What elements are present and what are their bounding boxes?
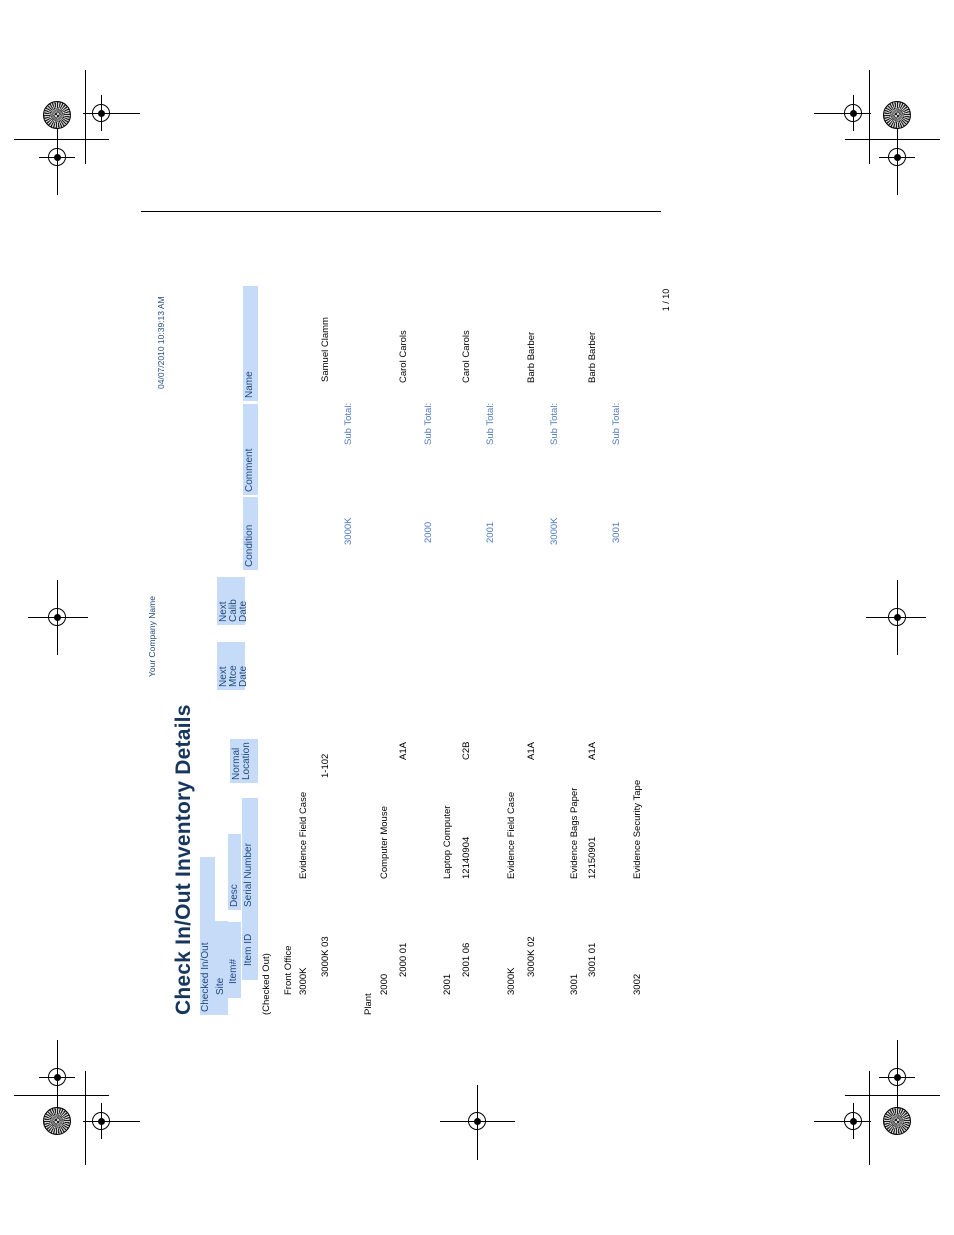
crop-mark — [845, 139, 940, 140]
item-id: 3000K 03 — [320, 936, 331, 977]
item-number: 3000K — [298, 967, 309, 995]
subtotal-item: 2001 — [485, 521, 496, 543]
registration-target-icon — [883, 101, 911, 129]
column-header-next-calib: Next Calib Date — [217, 577, 249, 625]
column-header-site: Site — [215, 921, 228, 1015]
registration-mark-icon — [39, 599, 75, 635]
registration-target-icon — [43, 101, 71, 129]
item-number: 2001 — [442, 973, 453, 995]
subtotal-label: Sub Total: — [343, 402, 354, 445]
item-number: 3002 — [632, 973, 643, 995]
crop-mark — [869, 1071, 870, 1165]
item-location: A1A — [398, 742, 409, 760]
registration-mark-icon — [39, 139, 75, 175]
item-id: 2000 01 — [398, 942, 409, 977]
crop-mark — [85, 1071, 86, 1165]
item-name: Carol Carols — [398, 330, 409, 383]
registration-mark-icon — [83, 95, 119, 131]
item-desc: Evidence Field Case — [506, 791, 517, 879]
column-header-serial: Serial Number — [242, 798, 258, 910]
registration-mark-icon — [39, 1059, 75, 1095]
item-name: Barb Barber — [587, 331, 598, 383]
item-id: 2001 06 — [461, 942, 472, 977]
item-number: 3001 — [569, 973, 580, 995]
item-id: 3000K 02 — [526, 936, 537, 977]
column-header-comment: Comment — [243, 404, 258, 495]
subtotal-label: Sub Total: — [423, 402, 434, 445]
status-group: (Checked Out) — [261, 953, 272, 1015]
registration-target-icon — [43, 1107, 71, 1135]
item-name: Samuel Clamm — [320, 317, 331, 382]
item-id: 3001 01 — [587, 942, 598, 977]
registration-mark-icon — [835, 95, 871, 131]
registration-mark-icon — [879, 1059, 915, 1095]
item-name: Barb Barber — [526, 331, 537, 383]
item-desc: Computer Mouse — [379, 806, 390, 879]
column-header-next-mtce: Next Mtce Date — [217, 642, 249, 690]
item-desc: Evidence Security Tape — [632, 779, 643, 879]
registration-mark-icon — [835, 1103, 871, 1139]
subtotal-label: Sub Total: — [611, 402, 622, 445]
item-number: 2000 — [379, 973, 390, 995]
column-header-item-id: Item ID — [242, 904, 258, 980]
registration-mark-icon — [459, 1103, 495, 1139]
company-name: Your Company Name — [147, 596, 157, 677]
crop-mark — [85, 70, 86, 164]
site-name: Plant — [363, 993, 374, 1015]
item-location: A1A — [587, 742, 598, 760]
item-serial: 12140904 — [461, 836, 472, 879]
column-header-item: Item# — [228, 922, 241, 998]
registration-mark-icon — [879, 139, 915, 175]
report-timestamp: 04/07/2010 10:39:13 AM — [156, 296, 166, 389]
report-title: Check In/Out Inventory Details — [172, 704, 195, 1015]
column-header-location: Normal Location — [230, 739, 258, 783]
registration-mark-icon — [83, 1103, 119, 1139]
subtotal-label: Sub Total: — [485, 402, 496, 445]
crop-mark — [14, 1095, 109, 1096]
subtotal-item: 2000 — [423, 521, 434, 543]
header-rule — [141, 211, 661, 212]
registration-mark-icon — [879, 599, 915, 635]
subtotal-item: 3000K — [343, 517, 354, 545]
item-location: C2B — [461, 741, 472, 760]
column-header-checked: Checked In/Out — [200, 857, 215, 1015]
item-desc: Evidence Field Case — [298, 791, 309, 879]
subtotal-label: Sub Total: — [549, 402, 560, 445]
item-desc: Laptop Computer — [442, 805, 453, 879]
crop-mark — [869, 70, 870, 164]
column-header-name: Name — [243, 286, 258, 401]
subtotal-item: 3000K — [549, 517, 560, 545]
subtotal-item: 3001 — [611, 521, 622, 543]
crop-mark — [14, 139, 109, 140]
item-number: 3000K — [506, 967, 517, 995]
item-location: 1-102 — [320, 753, 331, 778]
column-header-desc: Desc — [228, 834, 241, 910]
crop-mark — [845, 1095, 940, 1096]
item-serial: 12150901 — [587, 836, 598, 879]
site-name: Front Office — [283, 945, 294, 995]
column-header-condition: Condition — [243, 497, 258, 570]
report-body: Check In/Out Inventory Details Your Comp… — [147, 285, 690, 1015]
item-desc: Evidence Bags Paper — [569, 787, 580, 879]
item-location: A1A — [526, 742, 537, 760]
registration-target-icon — [883, 1107, 911, 1135]
item-name: Carol Carols — [461, 330, 472, 383]
